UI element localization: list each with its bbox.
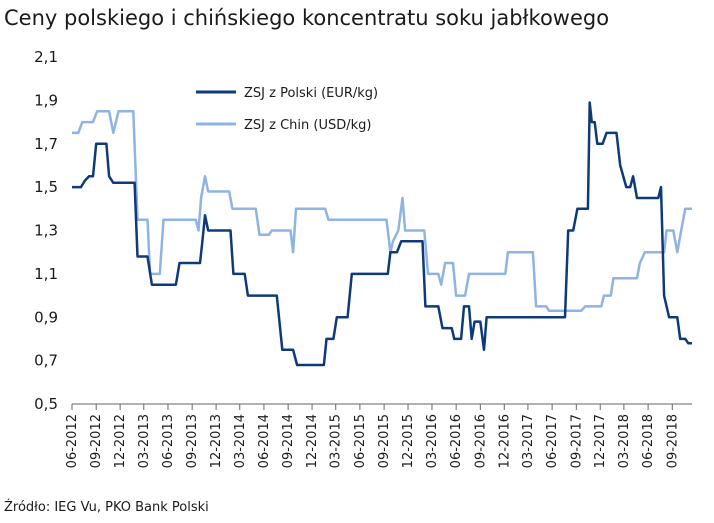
x-tick-label: 06-2012 [65, 414, 80, 468]
series-line-poland [72, 101, 692, 367]
x-tick-label: 06-2017 [545, 414, 560, 468]
legend: ZSJ z Polski (EUR/kg) ZSJ z Chin (USD/kg) [196, 86, 378, 133]
y-axis: 0,5 0,7 0,9 1,1 1,3 1,5 1,7 1,9 2,1 [34, 48, 58, 413]
x-tick-label: 06-2014 [257, 414, 272, 468]
x-tick-label: 12-2016 [497, 414, 512, 468]
series-layer [72, 101, 692, 367]
y-tick-label: 0,7 [34, 352, 58, 370]
x-tick-label: 12-2012 [113, 414, 128, 468]
x-tick-label: 09-2012 [89, 414, 104, 468]
legend-label-poland: ZSJ z Polski (EUR/kg) [244, 86, 378, 101]
x-tick-label: 09-2016 [473, 414, 488, 468]
x-tick-label: 09-2017 [569, 414, 584, 468]
legend-label-china: ZSJ z Chin (USD/kg) [244, 118, 371, 133]
x-tick-label: 06-2015 [353, 414, 368, 468]
x-tick-label: 12-2014 [305, 414, 320, 468]
x-tick-label: 03-2013 [137, 414, 152, 468]
source-note: Źródło: IEG Vu, PKO Bank Polski [4, 500, 209, 515]
x-tick-label: 06-2018 [641, 414, 656, 468]
chart-title: Ceny polskiego i chińskiego koncentratu … [4, 6, 610, 30]
x-tick-label: 03-2016 [425, 414, 440, 468]
x-tick-label: 06-2016 [449, 414, 464, 468]
y-tick-label: 0,9 [34, 308, 58, 326]
x-tick-label: 09-2018 [665, 414, 680, 468]
x-axis: 06-2012 09-2012 12-2012 03-2013 06-2013 09-20… [65, 403, 692, 468]
y-tick-label: 1,5 [34, 178, 58, 196]
x-tick-label: 09-2015 [377, 414, 392, 468]
y-tick-label: 1,7 [34, 135, 58, 153]
y-tick-label: 2,1 [34, 48, 58, 66]
x-tick-label: 03-2014 [233, 414, 248, 468]
x-tick-label: 12-2017 [593, 414, 608, 468]
x-tick-label: 06-2013 [161, 414, 176, 468]
y-tick-label: 1,1 [34, 265, 58, 283]
y-tick-label: 0,5 [34, 395, 58, 413]
x-tick-label: 03-2017 [521, 414, 536, 468]
x-tick-label: 09-2013 [185, 414, 200, 468]
x-tick-label: 12-2015 [401, 414, 416, 468]
x-tick-label: 03-2015 [329, 414, 344, 468]
x-tick-label: 12-2013 [209, 414, 224, 468]
y-tick-label: 1,3 [34, 222, 58, 240]
y-tick-label: 1,9 [34, 91, 58, 109]
x-tick-label: 03-2018 [617, 414, 632, 468]
series-line-china [72, 109, 692, 312]
x-tick-label: 09-2014 [281, 414, 296, 468]
